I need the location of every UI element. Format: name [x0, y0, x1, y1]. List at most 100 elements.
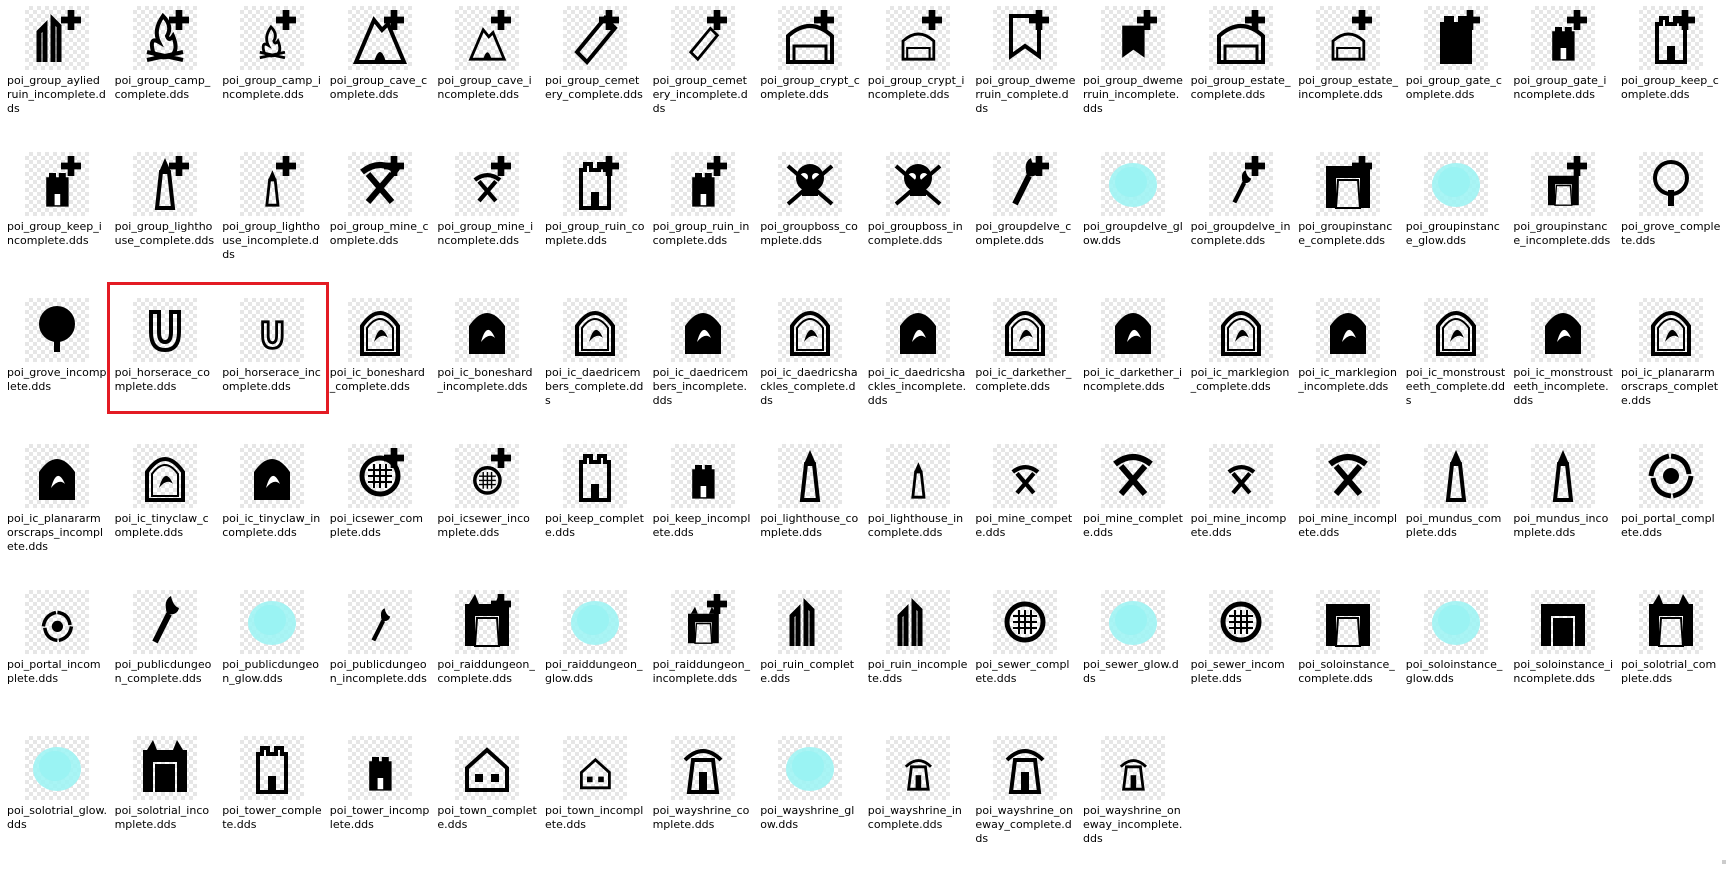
- file-item[interactable]: poi_group_keep_complete.dds: [1618, 0, 1724, 140]
- file-thumbnail[interactable]: [25, 736, 89, 800]
- file-item[interactable]: poi_ic_marklegion_incomplete.dds: [1295, 292, 1401, 432]
- file-thumbnail[interactable]: [1531, 444, 1596, 508]
- file-thumbnail[interactable]: [455, 736, 520, 800]
- file-item[interactable]: poi_group_mine_complete.dds: [327, 146, 433, 286]
- file-thumbnail[interactable]: [347, 444, 412, 508]
- file-thumbnail[interactable]: [885, 590, 950, 654]
- file-thumbnail[interactable]: [455, 444, 520, 508]
- file-thumbnail[interactable]: [25, 298, 89, 362]
- file-item[interactable]: poi_ic_darkether_complete.dds: [972, 292, 1078, 432]
- file-item[interactable]: poi_group_lighthouse_incomplete.dds: [219, 146, 325, 286]
- file-item[interactable]: poi_ic_monstrousteeth_incomplete.dds: [1510, 292, 1616, 432]
- file-thumbnail[interactable]: [563, 736, 627, 800]
- file-item[interactable]: poi_groupinstance_complete.dds: [1295, 146, 1401, 286]
- file-thumbnail[interactable]: [455, 6, 520, 70]
- file-thumbnail[interactable]: [1639, 590, 1703, 654]
- file-thumbnail[interactable]: [1101, 736, 1165, 800]
- file-item[interactable]: poi_wayshrine_incomplete.dds: [865, 730, 971, 870]
- file-thumbnail[interactable]: [1423, 590, 1488, 654]
- file-thumbnail[interactable]: [885, 736, 950, 800]
- file-item[interactable]: poi_ic_tinyclaw_incomplete.dds: [219, 438, 325, 578]
- file-thumbnail[interactable]: [670, 590, 735, 654]
- file-item[interactable]: poi_ruin_complete.dds: [757, 584, 863, 724]
- file-thumbnail[interactable]: [25, 590, 89, 654]
- file-item[interactable]: poi_keep_incomplete.dds: [650, 438, 756, 578]
- file-thumbnail[interactable]: [347, 736, 412, 800]
- file-thumbnail[interactable]: [778, 298, 843, 362]
- file-thumbnail[interactable]: [132, 444, 197, 508]
- file-item[interactable]: poi_town_complete.dds: [434, 730, 540, 870]
- file-item[interactable]: poi_group_dwemerruin_complete.dds: [972, 0, 1078, 140]
- file-thumbnail[interactable]: [1531, 590, 1596, 654]
- file-item[interactable]: poi_ic_marklegion_complete.dds: [1188, 292, 1294, 432]
- file-thumbnail[interactable]: [132, 736, 197, 800]
- file-item[interactable]: poi_group_crypt_complete.dds: [757, 0, 863, 140]
- file-item[interactable]: poi_ic_daedricembers_complete.dds: [542, 292, 648, 432]
- file-thumbnail[interactable]: [1423, 298, 1488, 362]
- file-item[interactable]: poi_portal_complete.dds: [1618, 438, 1724, 578]
- file-thumbnail[interactable]: [1101, 152, 1165, 216]
- file-item[interactable]: poi_ruin_incomplete.dds: [865, 584, 971, 724]
- file-item[interactable]: poi_grove_incomplete.dds: [4, 292, 110, 432]
- file-thumbnail[interactable]: [993, 298, 1058, 362]
- file-thumbnail[interactable]: [132, 152, 197, 216]
- file-item[interactable]: poi_tower_complete.dds: [219, 730, 325, 870]
- file-thumbnail[interactable]: [1639, 298, 1703, 362]
- file-item[interactable]: poi_ic_planararmorscraps_complete.dds: [1618, 292, 1724, 432]
- file-item[interactable]: poi_ic_daedricshackles_incomplete.dds: [865, 292, 971, 432]
- file-thumbnail[interactable]: [778, 736, 843, 800]
- file-item[interactable]: poi_group_camp_complete.dds: [112, 0, 218, 140]
- file-thumbnail[interactable]: [1208, 298, 1273, 362]
- file-thumbnail[interactable]: [1101, 6, 1165, 70]
- file-item[interactable]: poi_grove_complete.dds: [1618, 146, 1724, 286]
- file-item[interactable]: poi_ic_tinyclaw_complete.dds: [112, 438, 218, 578]
- file-item[interactable]: poi_group_crypt_incomplete.dds: [865, 0, 971, 140]
- file-thumbnail[interactable]: [1101, 590, 1165, 654]
- file-thumbnail[interactable]: [240, 298, 305, 362]
- file-thumbnail[interactable]: [993, 590, 1058, 654]
- file-item[interactable]: poi_raiddungeon_incomplete.dds: [650, 584, 756, 724]
- file-item[interactable]: poi_ic_darkether_incomplete.dds: [1080, 292, 1186, 432]
- file-item[interactable]: poi_soloinstance_incomplete.dds: [1510, 584, 1616, 724]
- file-item[interactable]: poi_ic_daedricembers_incomplete.dds: [650, 292, 756, 432]
- file-thumbnail[interactable]: [778, 6, 843, 70]
- file-item[interactable]: poi_icsewer_incomplete.dds: [434, 438, 540, 578]
- file-item[interactable]: poi_group_aylied ruin_incomplete.dds: [4, 0, 110, 140]
- file-item[interactable]: poi_wayshrine_oneway_complete.dds: [972, 730, 1078, 870]
- file-thumbnail[interactable]: [455, 590, 520, 654]
- file-thumbnail[interactable]: [25, 152, 89, 216]
- file-item[interactable]: poi_groupdelve_incomplete.dds: [1188, 146, 1294, 286]
- file-thumbnail[interactable]: [1531, 6, 1596, 70]
- file-thumbnail[interactable]: [347, 298, 412, 362]
- file-item[interactable]: poi_solotrial_complete.dds: [1618, 584, 1724, 724]
- file-thumbnail[interactable]: [1101, 444, 1165, 508]
- file-thumbnail[interactable]: [1639, 152, 1703, 216]
- file-item[interactable]: poi_group_ruin_incomplete.dds: [650, 146, 756, 286]
- file-item[interactable]: poi_wayshrine_glow.dds: [757, 730, 863, 870]
- file-item[interactable]: poi_group_gate_incomplete.dds: [1510, 0, 1616, 140]
- file-item[interactable]: poi_publicdungeon_incomplete.dds: [327, 584, 433, 724]
- file-thumbnail[interactable]: [563, 590, 627, 654]
- file-thumbnail[interactable]: [885, 6, 950, 70]
- file-item[interactable]: poi_portal_incomplete.dds: [4, 584, 110, 724]
- file-thumbnail[interactable]: [455, 298, 520, 362]
- file-item[interactable]: poi_horserace_complete.dds: [112, 292, 218, 432]
- file-thumbnail[interactable]: [25, 6, 89, 70]
- file-item[interactable]: poi_group_cemetery_complete.dds: [542, 0, 648, 140]
- file-item[interactable]: poi_group_cemetery_incomplete.dds: [650, 0, 756, 140]
- file-thumbnail[interactable]: [347, 590, 412, 654]
- file-thumbnail[interactable]: [778, 152, 843, 216]
- file-item[interactable]: poi_group_cave_incomplete.dds: [434, 0, 540, 140]
- file-thumbnail[interactable]: [778, 444, 843, 508]
- file-item[interactable]: poi_group_gate_complete.dds: [1403, 0, 1509, 140]
- file-thumbnail[interactable]: [1316, 152, 1381, 216]
- file-thumbnail[interactable]: [1208, 590, 1273, 654]
- file-thumbnail[interactable]: [885, 444, 950, 508]
- file-item[interactable]: poi_ic_monstrousteeth_complete.dds: [1403, 292, 1509, 432]
- file-item[interactable]: poi_mundus_complete.dds: [1403, 438, 1509, 578]
- file-thumbnail[interactable]: [885, 152, 950, 216]
- file-item[interactable]: poi_lighthouse_complete.dds: [757, 438, 863, 578]
- file-thumbnail[interactable]: [993, 444, 1058, 508]
- file-thumbnail[interactable]: [1531, 298, 1596, 362]
- file-item[interactable]: poi_keep_complete.dds: [542, 438, 648, 578]
